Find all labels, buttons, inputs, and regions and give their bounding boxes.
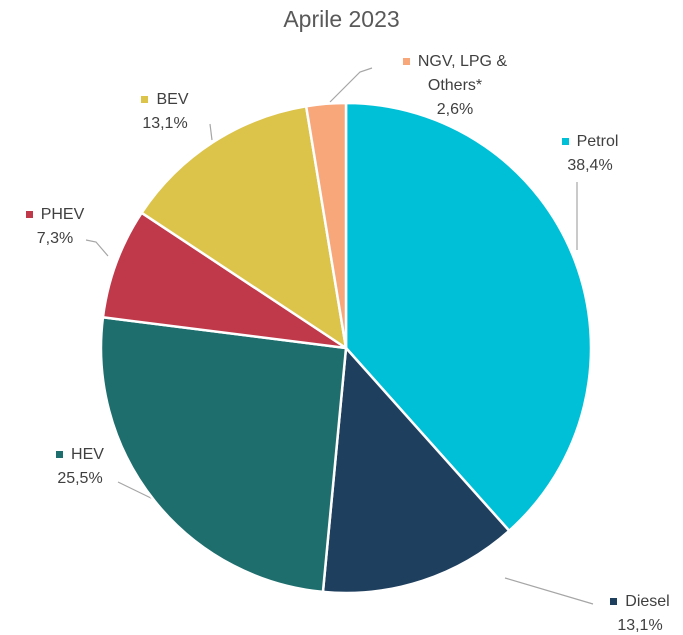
pie-slice bbox=[101, 211, 347, 350]
leader-line bbox=[209, 123, 213, 141]
legend-swatch bbox=[610, 598, 618, 606]
category-label: Diesel bbox=[625, 593, 670, 610]
category-label: HEV bbox=[71, 446, 104, 463]
pie-slice bbox=[139, 104, 348, 351]
value-label: 7,3% bbox=[36, 230, 74, 247]
category-label: PHEV bbox=[40, 206, 85, 223]
legend-swatch bbox=[56, 451, 64, 459]
category-label: Petrol bbox=[576, 133, 619, 150]
pie-slice bbox=[304, 101, 348, 349]
chart-title: Aprile 2023 bbox=[283, 6, 400, 32]
leader-line bbox=[329, 67, 373, 103]
legend-swatch bbox=[141, 96, 149, 104]
value-label: 38,4% bbox=[567, 157, 613, 174]
data-label: Petrol 38,4% bbox=[525, 130, 655, 178]
data-label: PHEV 7,3% bbox=[0, 203, 110, 251]
value-label: 2,6% bbox=[436, 101, 474, 118]
data-label: HEV 25,5% bbox=[20, 443, 140, 491]
legend-swatch bbox=[402, 58, 410, 66]
pie-slice bbox=[99, 315, 348, 594]
value-label: 13,1% bbox=[142, 115, 188, 132]
leader-line bbox=[504, 577, 594, 605]
legend-swatch bbox=[25, 211, 33, 219]
category-label: BEV bbox=[156, 91, 189, 108]
leader-line bbox=[117, 481, 156, 501]
pie-slice bbox=[321, 345, 511, 595]
data-label: NGV, LPG & Others* 2,6% bbox=[385, 50, 525, 122]
data-label: BEV 13,1% bbox=[110, 88, 220, 136]
legend-swatch bbox=[561, 138, 569, 146]
category-label: NGV, LPG & Others* bbox=[417, 53, 508, 94]
leader-line bbox=[85, 239, 109, 257]
data-label: Diesel 13,1% bbox=[585, 590, 683, 635]
pie-slice bbox=[344, 101, 593, 533]
value-label: 13,1% bbox=[617, 617, 663, 634]
leader-lines bbox=[85, 67, 594, 605]
value-label: 25,5% bbox=[57, 470, 103, 487]
